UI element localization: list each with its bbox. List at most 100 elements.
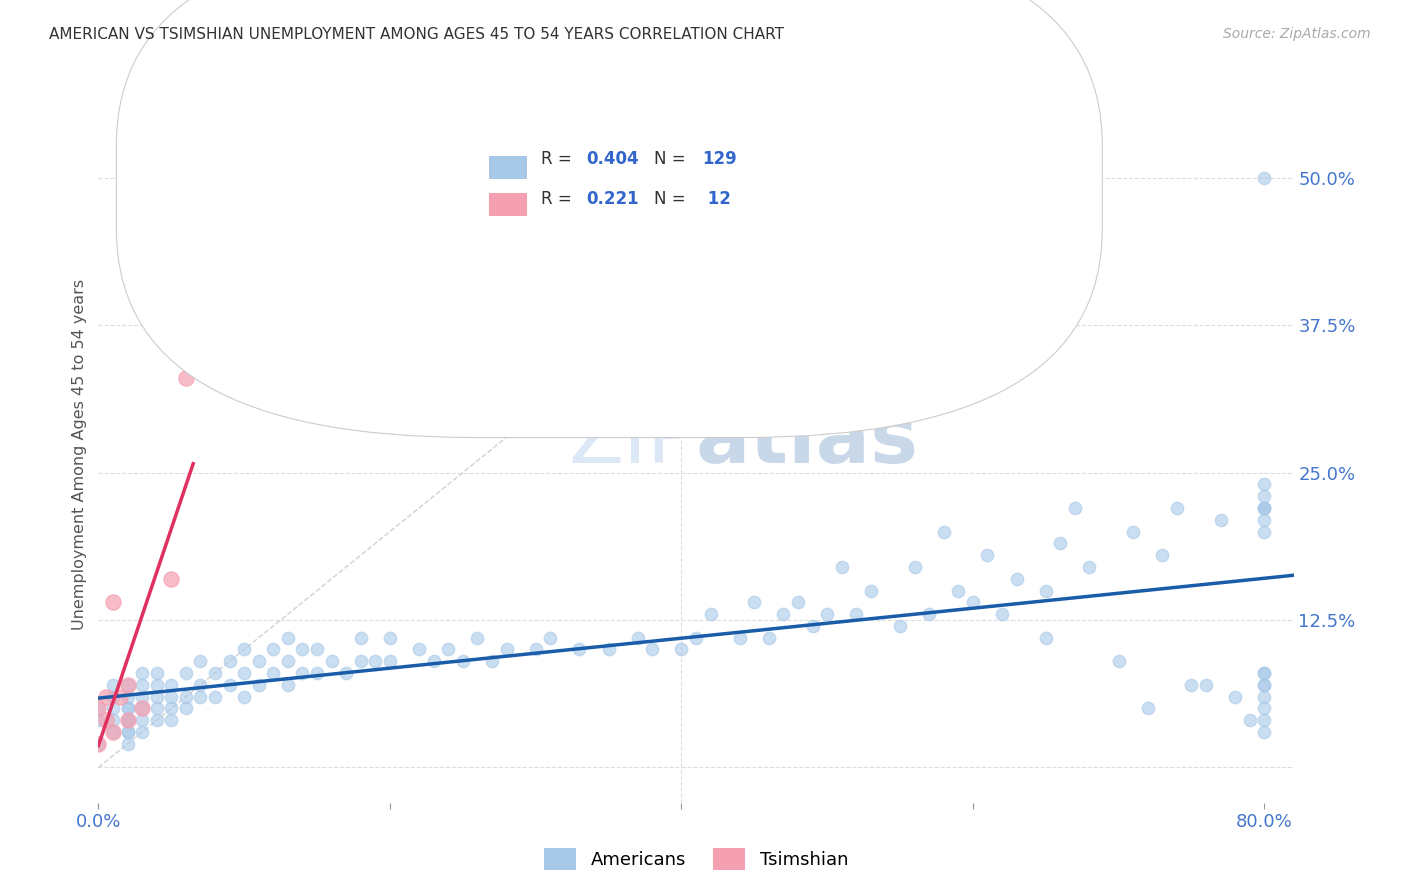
Point [94,713,117,727]
Point [117,725,139,739]
Point [117,725,139,739]
Text: 0.404: 0.404 [586,150,638,168]
Point [233,666,256,681]
Point [291,666,314,681]
Point [87,701,110,715]
Point [131,701,153,715]
Point [481,654,503,668]
Point [671,642,693,657]
Point [918,607,941,621]
Point [305,642,328,657]
Point [190,654,212,668]
Point [117,678,139,692]
Point [699,607,721,621]
Point [598,642,620,657]
Point [1166,500,1188,515]
Point [101,678,124,692]
Point [962,595,984,609]
Point [627,631,650,645]
Text: 0.221: 0.221 [586,190,638,208]
Point [87,701,110,715]
Point [1253,513,1275,527]
Point [1253,477,1275,491]
Point [437,642,460,657]
Point [131,713,153,727]
Point [233,690,256,704]
Point [160,678,183,692]
Point [568,642,591,657]
Text: R =: R = [540,190,582,208]
Point [772,607,794,621]
Point [408,642,430,657]
Point [1108,654,1130,668]
Point [101,725,124,739]
Text: ZIP: ZIP [568,402,696,480]
Point [467,631,489,645]
Point [1005,572,1028,586]
Point [160,713,183,727]
Point [160,690,183,704]
Text: R =: R = [540,150,576,168]
Point [190,678,212,692]
Point [524,642,547,657]
Point [1152,548,1174,562]
Point [131,701,153,715]
Point [145,678,167,692]
Point [145,666,167,681]
Point [131,725,153,739]
Point [160,572,183,586]
Point [801,619,824,633]
Point [422,654,444,668]
Point [1253,666,1275,681]
Point [1035,583,1057,598]
Point [787,595,810,609]
Point [1253,489,1275,503]
Point [1078,560,1101,574]
Point [378,654,401,668]
Point [218,654,240,668]
Point [1253,500,1275,515]
Point [218,678,240,692]
Point [101,595,124,609]
Point [117,713,139,727]
Point [247,678,270,692]
Point [1035,631,1057,645]
Point [87,713,110,727]
Point [321,654,343,668]
Point [641,642,664,657]
Point [932,524,955,539]
Point [350,654,373,668]
Point [831,560,853,574]
Point [1253,678,1275,692]
Point [1064,500,1087,515]
Point [117,713,139,727]
Point [160,701,183,715]
Point [190,690,212,704]
Bar [489,194,527,216]
Point [1253,725,1275,739]
Legend: Americans, Tsimshian: Americans, Tsimshian [536,841,856,877]
Point [1253,701,1275,715]
Point [815,607,838,621]
Point [350,631,373,645]
Point [1253,500,1275,515]
Point [262,642,284,657]
Text: atlas: atlas [696,402,920,480]
Point [101,725,124,739]
Point [1049,536,1071,550]
Point [451,654,474,668]
Point [976,548,998,562]
Point [1122,524,1144,539]
Point [174,371,197,385]
Point [291,642,314,657]
Text: 12: 12 [702,190,731,208]
FancyBboxPatch shape [117,0,1102,438]
Point [131,666,153,681]
Point [101,690,124,704]
Text: AMERICAN VS TSIMSHIAN UNEMPLOYMENT AMONG AGES 45 TO 54 YEARS CORRELATION CHART: AMERICAN VS TSIMSHIAN UNEMPLOYMENT AMONG… [49,27,785,42]
Point [1136,701,1159,715]
Point [305,666,328,681]
Point [101,701,124,715]
Point [262,666,284,681]
Text: 129: 129 [702,150,737,168]
